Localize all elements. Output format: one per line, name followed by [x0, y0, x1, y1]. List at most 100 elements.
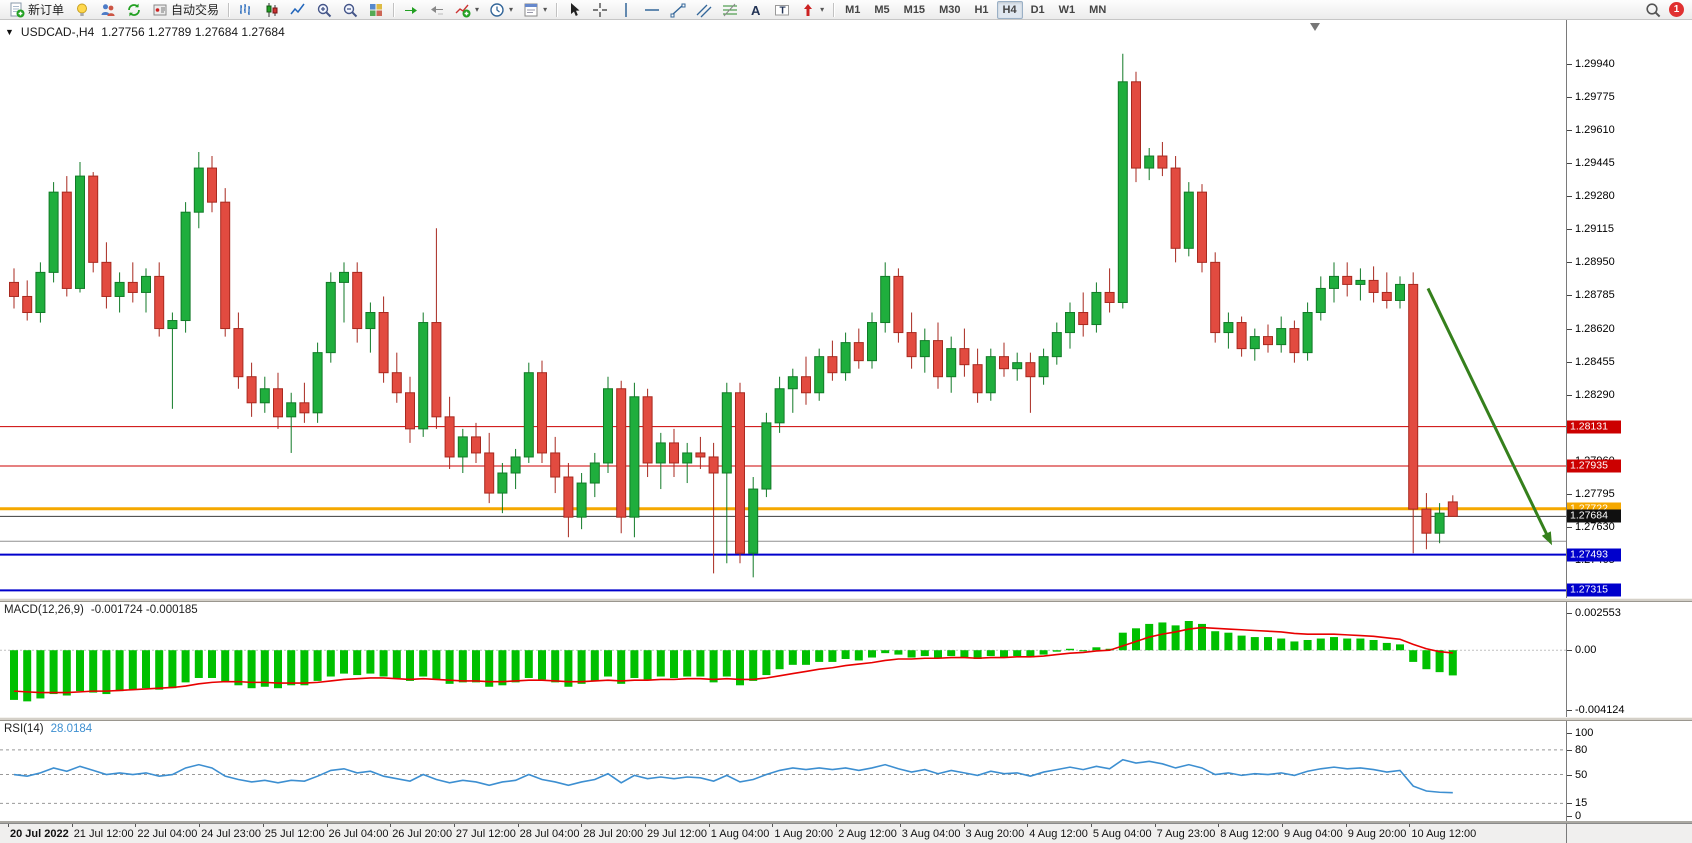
time-label: 21 Jul 12:00 [73, 828, 134, 840]
bars-icon [240, 3, 251, 15]
time-label: 9 Aug 20:00 [1347, 828, 1407, 840]
rsi-scale[interactable]: 100 80 50 15 0 [1566, 721, 1692, 822]
price-tick-label: 1.28455 [1567, 355, 1615, 368]
price-pane[interactable]: ▼ USDCAD-,H4 1.27756 1.27789 1.27684 1.2… [0, 20, 1566, 598]
profiles-button[interactable] [96, 1, 120, 19]
time-tick [1090, 824, 1092, 827]
refresh-button[interactable] [122, 1, 146, 19]
chart-bars-button[interactable] [234, 1, 258, 19]
pane-separator[interactable] [0, 598, 1692, 602]
text-button[interactable]: A [744, 1, 768, 19]
dropdown-caret-icon: ▾ [820, 5, 825, 14]
macd-histogram [10, 620, 1457, 702]
svg-text:A: A [751, 3, 761, 18]
chart-candles-button[interactable] [260, 1, 284, 19]
indicators-button[interactable]: ▾ [451, 1, 483, 19]
rsi-label: RSI(14) [4, 723, 44, 735]
notification-badge[interactable]: 1 [1669, 2, 1684, 17]
autotrading-button[interactable]: 自动交易 [148, 1, 223, 19]
zoom-in-button[interactable] [312, 1, 336, 19]
search-icon [1646, 2, 1661, 17]
trendline-button[interactable] [666, 1, 690, 19]
tf-m30-button[interactable]: M30 [933, 1, 966, 19]
chart-line-button[interactable] [286, 1, 310, 19]
time-tick [71, 824, 73, 827]
price-tick-label: 1.29115 [1567, 223, 1614, 236]
tf-w1-button[interactable]: W1 [1053, 1, 1082, 19]
time-label: 2 Aug 12:00 [838, 828, 897, 840]
time-label: 26 Jul 04:00 [328, 828, 389, 840]
tf-m1-button[interactable]: M1 [839, 1, 866, 19]
zoom-out-button[interactable] [338, 1, 362, 19]
price-scale[interactable]: 1.29940 1.29775 1.29610 1.29445 1.29280 1.291… [1566, 20, 1692, 598]
time-tick [772, 824, 774, 827]
time-tick [836, 824, 838, 827]
symbol-period-label: USDCAD-,H4 [20, 25, 95, 39]
equidistant-channel-button[interactable] [692, 1, 716, 19]
toolbar: 新订单 自动交易 ▾ ▾ ▾ A T ▾ M1 M5 M15 M30 H1 H4 D1 W1 MN 1 [0, 0, 1692, 20]
rsi-scale-label: 50 [1566, 768, 1588, 781]
tf-h1-button[interactable]: H1 [968, 1, 994, 19]
vertical-line-button[interactable] [614, 1, 638, 19]
rsi-scale-label: 100 [1566, 727, 1594, 740]
macd-chart-svg[interactable] [0, 602, 1566, 717]
price-tick-label: 1.29775 [1567, 90, 1615, 103]
arrows-button[interactable]: ▾ [796, 1, 828, 19]
svg-text:T: T [780, 5, 786, 16]
trend-arrow-head [1541, 531, 1552, 546]
rsi-chart-svg[interactable] [0, 721, 1566, 821]
pane-separator[interactable] [0, 717, 1692, 721]
tile-windows-button[interactable] [364, 1, 388, 19]
tf-h1-label: H1 [974, 3, 989, 16]
time-tick [581, 824, 583, 827]
rsi-value: 28.0184 [50, 723, 93, 735]
time-tick [1218, 824, 1220, 827]
crosshair-button[interactable] [588, 1, 612, 19]
price-chart-svg[interactable] [0, 20, 1566, 598]
autoscroll-icon [405, 6, 418, 14]
dropdown-caret-icon: ▾ [475, 5, 480, 14]
time-tick [1282, 824, 1283, 827]
price-tick-label: 1.27630 [1567, 521, 1615, 534]
tf-mn-label: MN [1089, 3, 1107, 16]
new-order-button[interactable]: 新订单 [5, 1, 68, 19]
dropdown-caret-icon: ▾ [509, 5, 514, 14]
time-axis[interactable]: 20 Jul 2022 21 Jul 12:00 22 Jul 04:00 24 Ju… [0, 823, 1566, 843]
chart-shift-marker[interactable] [1310, 23, 1320, 31]
time-label: 27 Jul 12:00 [455, 828, 516, 840]
tf-mn-button[interactable]: MN [1083, 1, 1112, 19]
new-order-label: 新订单 [28, 3, 65, 17]
tf-m30-label: M30 [939, 3, 961, 16]
templates-button[interactable]: ▾ [519, 1, 551, 19]
cursor-button[interactable] [562, 1, 586, 19]
macd-scale-label: 0.002553 [1567, 606, 1621, 619]
chart-shift-button[interactable] [425, 1, 449, 19]
metaeditor-button[interactable] [70, 1, 94, 19]
macd-scale[interactable]: 0.002553 0.00 -0.004124 [1566, 602, 1692, 717]
rsi-pane[interactable]: RSI(14) 28.0184 [0, 721, 1566, 821]
fibo-icon [723, 3, 738, 16]
text-label-button[interactable]: T [770, 1, 794, 19]
tf-m5-button[interactable]: M5 [868, 1, 895, 19]
time-label: 26 Jul 20:00 [392, 828, 453, 840]
tf-h4-button[interactable]: H4 [996, 0, 1023, 19]
one-click-trading-toggle[interactable]: ▼ [5, 27, 14, 37]
trend-arrow[interactable] [1426, 287, 1550, 539]
time-tick [390, 824, 392, 827]
tf-m15-button[interactable]: M15 [898, 1, 931, 19]
periods-button[interactable]: ▾ [485, 1, 517, 19]
tf-m1-label: M1 [845, 3, 861, 16]
macd-header: MACD(12,26,9) -0.001724 -0.000185 [4, 604, 198, 616]
rsi-line [13, 758, 1453, 794]
search-button[interactable] [1645, 2, 1661, 18]
macd-label: MACD(12,26,9) [4, 604, 84, 616]
macd-pane[interactable]: MACD(12,26,9) -0.001724 -0.000185 [0, 602, 1566, 717]
price-tick-label: 1.28785 [1567, 289, 1615, 302]
fibonacci-button[interactable] [718, 1, 742, 19]
horizontal-line-button[interactable] [640, 1, 664, 19]
tf-d1-label: D1 [1030, 3, 1045, 16]
price-tick-label: 1.27795 [1567, 488, 1615, 501]
tf-d1-button[interactable]: D1 [1025, 1, 1051, 19]
auto-scroll-button[interactable] [399, 1, 423, 19]
time-label: 20 Jul 2022 [10, 828, 69, 840]
